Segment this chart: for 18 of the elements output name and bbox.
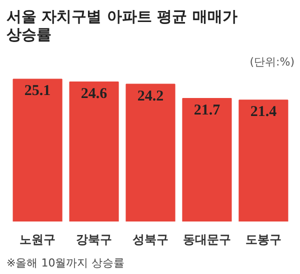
chart-subtitle: (단위:%) — [250, 56, 295, 68]
chart-title: 서울 자치구별 아파트 평균 매매가 상승률 — [6, 8, 238, 44]
bar — [69, 82, 119, 222]
x-tick-label: 도봉구 — [245, 232, 282, 246]
x-tick-label: 동대문구 — [182, 232, 231, 246]
bar — [12, 78, 62, 222]
data-label: 21.7 — [194, 102, 221, 118]
bar — [126, 84, 176, 222]
data-label: 25.1 — [24, 83, 51, 100]
x-tick-label: 성북구 — [132, 232, 168, 246]
data-label: 24.2 — [137, 88, 164, 104]
bar — [238, 100, 288, 222]
data-label: 21.4 — [250, 104, 278, 120]
x-tick-label: 강북구 — [76, 232, 112, 246]
bar — [182, 98, 232, 222]
text: ※올해 10월까지 상승률 — [6, 256, 125, 270]
data-label: 24.6 — [80, 86, 108, 102]
x-tick-label: 노원구 — [20, 232, 56, 246]
